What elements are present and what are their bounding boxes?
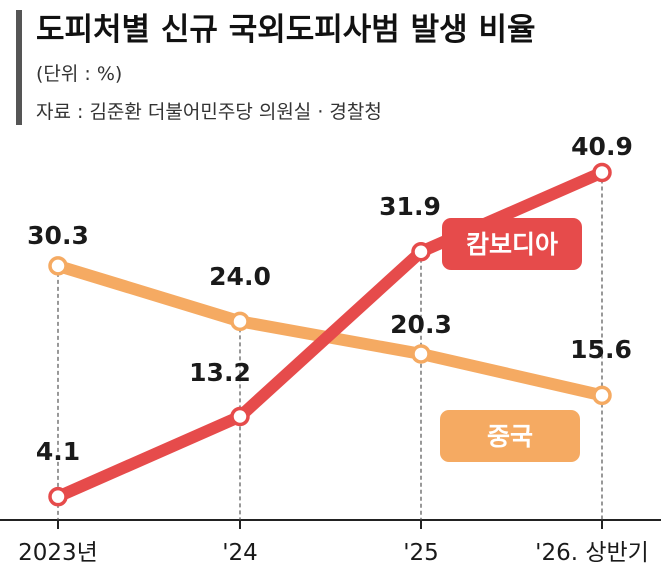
data-label: 31.9: [379, 192, 441, 221]
x-tick-label: 2023년: [18, 540, 98, 566]
data-point: [592, 385, 612, 406]
data-point: [48, 256, 68, 276]
data-point: [230, 406, 250, 427]
data-label: 40.9: [571, 132, 633, 161]
source-note: 자료 : 김준환 더불어민주당 의원실 · 경찰청: [36, 101, 382, 123]
header-accent-bar: [16, 10, 22, 125]
x-tick-label: '24: [222, 540, 258, 566]
data-point: [592, 162, 612, 183]
legend-china-box: [440, 410, 580, 462]
data-point: [411, 344, 431, 364]
data-point: [411, 242, 431, 262]
unit-note: (단위 : %): [36, 63, 122, 85]
legend-china-label: 중국: [487, 422, 533, 451]
data-label: 13.2: [189, 358, 251, 387]
legend-cambodia-label: 캄보디아: [466, 230, 558, 259]
legend-cambodia-box: [442, 218, 582, 270]
data-label: 20.3: [390, 310, 452, 339]
data-label: 4.1: [36, 437, 80, 466]
x-tick-label: '25: [403, 540, 439, 566]
chart-title: 도피처별 신규 국외도피사범 발생 비율: [36, 12, 536, 48]
data-label: 24.0: [209, 262, 271, 291]
plot-area: 2023년 '24 '25 '26. 상반기 4.1 13.2 31.9 40.9 30.3 24…: [0, 132, 661, 566]
data-label: 15.6: [570, 335, 632, 364]
series-line: [52, 166, 608, 503]
data-point: [230, 311, 250, 332]
x-tick-label: '26. 상반기: [535, 540, 649, 566]
data-point: [48, 486, 68, 507]
data-label: 30.3: [27, 221, 89, 250]
